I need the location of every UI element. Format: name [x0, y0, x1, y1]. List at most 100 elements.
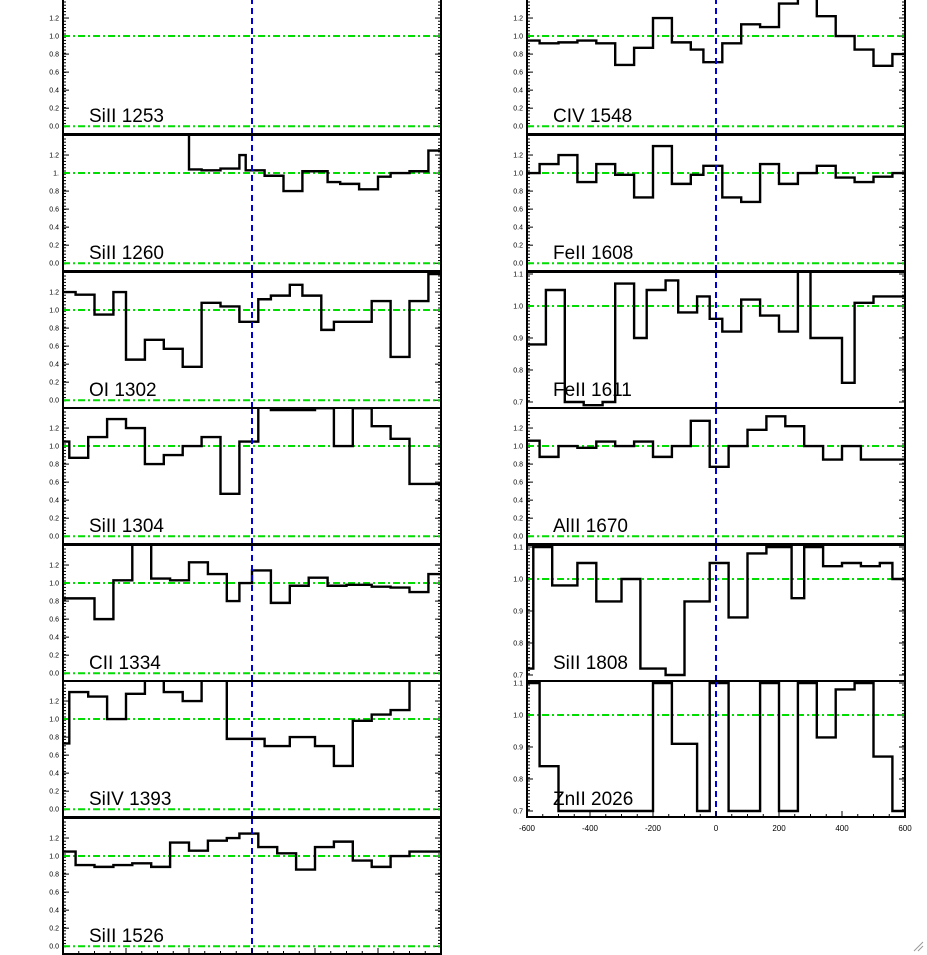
y-tick-label: 0.0 [49, 807, 59, 814]
panel-civ-1548: 0.0 0.2 0.4 0.6 0.8 1.0 1.2 CIV 1548 [513, 0, 906, 135]
panel-siii-1260: 0.0 0.2 0.4 0.6 0.8 1. 1.2 SiII 1260 [49, 134, 442, 272]
x-tick-label: -200 [645, 824, 662, 833]
y-tick-label: 1.0 [49, 308, 59, 315]
y-tick-label: 1.2 [49, 563, 59, 570]
transition-label: CII 1334 [89, 653, 161, 674]
spectrum-line [527, 272, 905, 407]
x-tick-label: -600 [519, 824, 536, 833]
y-tick-label: 0.7 [513, 809, 523, 816]
y-tick-label: 0.0 [513, 534, 523, 541]
y-tick-label: 0.2 [513, 516, 523, 523]
y-tick-label: 1. [53, 171, 59, 178]
spectrum-line [63, 272, 441, 369]
y-tick-label: 0.4 [513, 225, 523, 232]
resize-grip-icon[interactable] [912, 940, 924, 952]
panel-siii-1526: 0.0 0.2 0.4 0.6 0.8 1.0 1.2 SiII 1526 [49, 817, 442, 955]
y-tick-label: 1.2 [49, 699, 59, 706]
y-tick-label: 0.0 [49, 671, 59, 678]
y-tick-label: 1.2 [49, 153, 59, 160]
transition-label: AlII 1670 [553, 516, 628, 537]
y-tick-label: 0.7 [513, 400, 523, 407]
spectrum-line [527, 0, 905, 68]
spectrum-line [63, 408, 441, 496]
y-tick-label: 1.0 [49, 34, 59, 41]
y-tick-label: 1.2 [513, 153, 523, 160]
y-tick-label: 0.4 [49, 362, 59, 369]
y-tick-label: 0.8 [513, 368, 523, 375]
y-tick-label: 0.0 [49, 534, 59, 541]
y-tick-label: 1.2 [49, 16, 59, 23]
y-tick-label: 1.2 [49, 290, 59, 297]
y-tick-label: 0.8 [513, 777, 523, 784]
y-tick-label: 0.6 [49, 480, 59, 487]
y-tick-label: 0.0 [513, 261, 523, 268]
transition-label: OI 1302 [89, 380, 157, 401]
y-tick-label: 1.2 [49, 426, 59, 433]
y-tick-label: 0.2 [49, 106, 59, 113]
y-tick-label: 0.9 [513, 609, 523, 616]
y-tick-label: 0.6 [49, 344, 59, 351]
y-tick-label: 0.4 [49, 635, 59, 642]
transition-label: SiII 1808 [553, 653, 628, 674]
panel-feii-1611: 0.7 0.8 0.9 1.0 1.1 FeII 1611 [513, 271, 906, 409]
panel-siii-1253: 0.0 0.2 0.4 0.6 0.8 1.0 1.2 SiII 1253 [49, 0, 442, 135]
x-tick-label: -400 [582, 824, 599, 833]
y-tick-label: 0.4 [49, 908, 59, 915]
y-tick-label: 0.8 [49, 462, 59, 469]
y-tick-label: 0.4 [513, 498, 523, 505]
y-tick-label: 0.2 [49, 516, 59, 523]
y-tick-label: 0.8 [49, 52, 59, 59]
y-tick-label: 0.0 [49, 261, 59, 268]
y-tick-label: 0.6 [49, 70, 59, 77]
panel-alii-1670: 0.0 0.2 0.4 0.6 0.8 1.0 1.2 AlII 1670 [513, 407, 906, 545]
y-tick-label: 0.2 [49, 243, 59, 250]
panel-siii-1808: 0.7 0.8 0.9 1.0 1.1 SiII 1808 [513, 544, 906, 682]
y-tick-label: 0.8 [513, 462, 523, 469]
y-tick-label: 0.4 [49, 88, 59, 95]
y-tick-label: 1.2 [49, 836, 59, 843]
y-tick-label: 1.0 [49, 444, 59, 451]
y-tick-label: 1.0 [49, 854, 59, 861]
y-tick-label: 0.8 [513, 641, 523, 648]
y-tick-label: 0.6 [49, 207, 59, 214]
y-tick-label: 0.0 [513, 124, 523, 131]
transition-label: SiII 1260 [89, 243, 164, 264]
y-tick-label: 0.4 [513, 88, 523, 95]
y-tick-label: 0.9 [513, 336, 523, 343]
y-tick-label: 0.8 [49, 599, 59, 606]
y-tick-label: 0.2 [49, 653, 59, 660]
y-tick-label: 1.0 [513, 713, 523, 720]
y-tick-label: 0.0 [49, 398, 59, 405]
x-tick-label: 0 [714, 824, 719, 833]
panel-feii-1608: 0.0 0.2 0.4 0.6 0.8 1.0 1.2 FeII 1608 [513, 134, 906, 272]
y-tick-label: 1.0 [513, 171, 523, 178]
y-tick-label: 0.8 [513, 189, 523, 196]
y-tick-label: 0.2 [49, 380, 59, 387]
spectrum-line [527, 545, 905, 677]
x-tick-label: 400 [835, 824, 849, 833]
y-tick-label: 0.6 [513, 207, 523, 214]
y-tick-label: 1.0 [513, 577, 523, 584]
spectrum-line [527, 144, 905, 204]
y-tick-label: 1.1 [513, 272, 523, 279]
y-tick-label: 1.0 [513, 34, 523, 41]
y-tick-label: 1.1 [513, 545, 523, 552]
panel-siii-1304: 0.0 0.2 0.4 0.6 0.8 1.0 1.2 SiII 1304 [49, 407, 442, 545]
spectrum-line [63, 681, 411, 768]
y-tick-label: 0.2 [49, 926, 59, 933]
y-tick-label: 1.0 [513, 444, 523, 451]
x-tick-label: 200 [772, 824, 786, 833]
y-tick-label: 0.0 [49, 124, 59, 131]
y-tick-label: 1.0 [49, 581, 59, 588]
spectrum-line [527, 681, 905, 813]
y-tick-label: 0.2 [49, 789, 59, 796]
y-tick-label: 1.1 [513, 681, 523, 688]
y-tick-label: 0.7 [513, 673, 523, 680]
y-tick-label: 0.8 [49, 872, 59, 879]
y-tick-label: 0.6 [49, 890, 59, 897]
panel-znii-2026: 0.7 0.8 0.9 1.0 1.1 ZnII 2026 [513, 680, 906, 818]
y-tick-label: 0.6 [513, 70, 523, 77]
transition-label: SiII 1526 [89, 926, 164, 947]
transition-label: SiIV 1393 [89, 789, 171, 810]
transition-label: FeII 1608 [553, 243, 633, 264]
